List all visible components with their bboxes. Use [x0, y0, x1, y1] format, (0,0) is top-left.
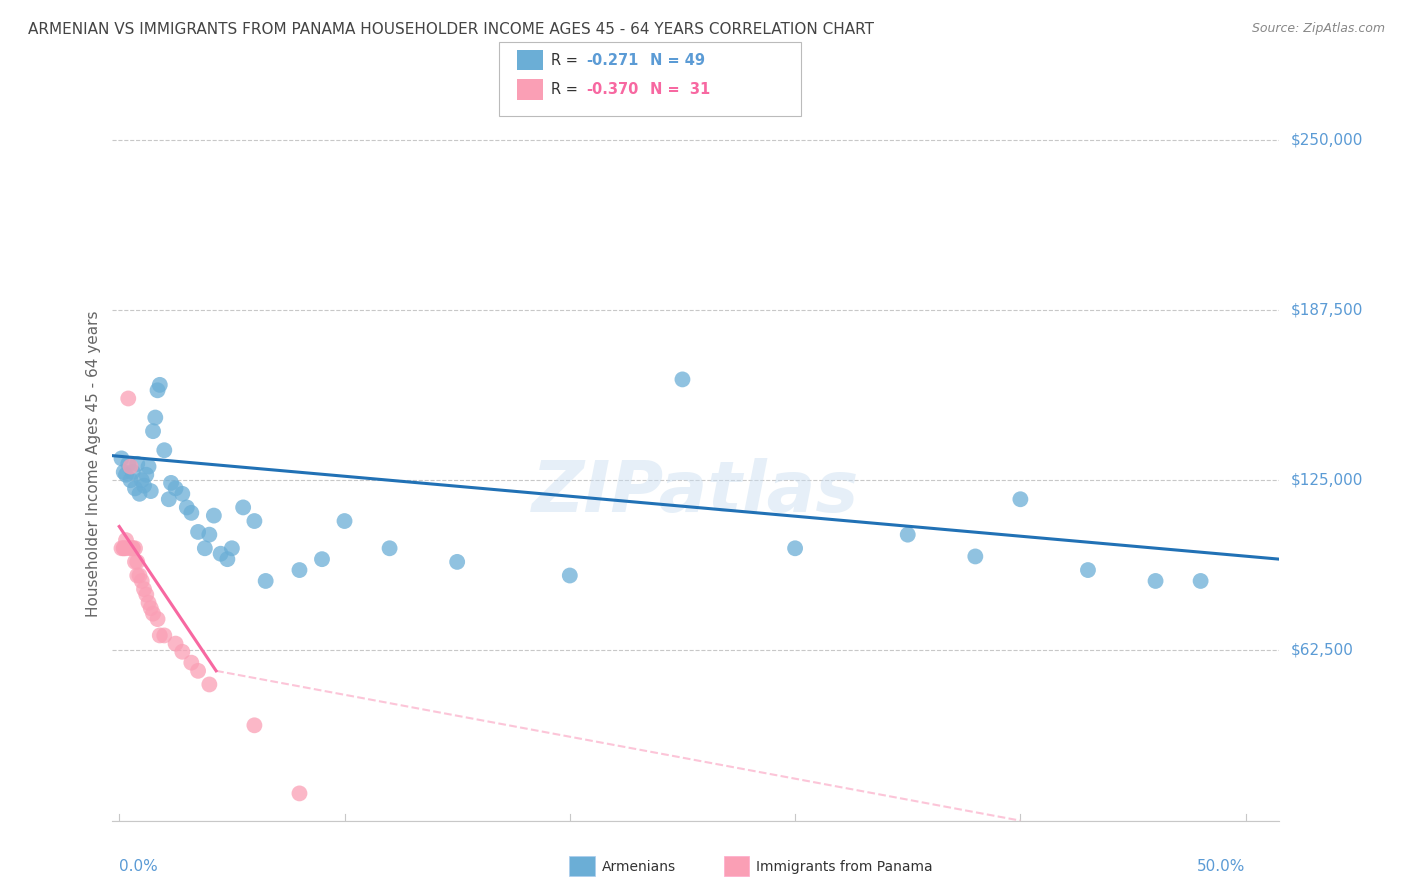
Point — [671, 372, 693, 386]
Text: R =: R = — [551, 82, 582, 97]
Point — [128, 487, 150, 501]
Point — [153, 443, 176, 458]
Point — [142, 607, 165, 621]
Point — [149, 377, 172, 392]
Text: ARMENIAN VS IMMIGRANTS FROM PANAMA HOUSEHOLDER INCOME AGES 45 - 64 YEARS CORRELA: ARMENIAN VS IMMIGRANTS FROM PANAMA HOUSE… — [28, 22, 875, 37]
Point — [124, 541, 146, 556]
Text: -0.370: -0.370 — [586, 82, 638, 97]
Point — [117, 457, 139, 471]
Point — [1144, 574, 1167, 588]
Point — [187, 664, 209, 678]
Text: -0.271: -0.271 — [586, 53, 638, 68]
Point — [217, 552, 239, 566]
Point — [131, 473, 153, 487]
Y-axis label: Householder Income Ages 45 - 64 years: Householder Income Ages 45 - 64 years — [86, 310, 101, 617]
Point — [110, 541, 132, 556]
Point — [115, 541, 138, 556]
Point — [115, 533, 138, 547]
Point — [288, 786, 311, 800]
Point — [172, 487, 194, 501]
Point — [149, 628, 172, 642]
Point — [142, 424, 165, 438]
Point — [124, 481, 146, 495]
Point — [221, 541, 243, 556]
Point — [378, 541, 401, 556]
Text: $250,000: $250,000 — [1291, 132, 1362, 147]
Point — [558, 568, 581, 582]
Point — [124, 555, 146, 569]
Point — [128, 568, 150, 582]
Point — [132, 478, 155, 492]
Point — [232, 500, 254, 515]
Text: $62,500: $62,500 — [1291, 643, 1354, 658]
Text: ZIPatlas: ZIPatlas — [533, 458, 859, 527]
Point — [146, 384, 169, 398]
Point — [120, 541, 142, 556]
Point — [1010, 492, 1032, 507]
Point — [153, 628, 176, 642]
Text: 0.0%: 0.0% — [120, 859, 157, 874]
Text: $187,500: $187,500 — [1291, 302, 1362, 318]
Point — [143, 410, 166, 425]
Point — [115, 467, 138, 482]
Text: R =: R = — [551, 53, 582, 68]
Point — [132, 582, 155, 596]
Point — [127, 555, 149, 569]
Point — [121, 541, 143, 556]
Point — [146, 612, 169, 626]
Point — [121, 465, 143, 479]
Point — [180, 656, 202, 670]
Point — [288, 563, 311, 577]
Point — [194, 541, 217, 556]
Point — [333, 514, 356, 528]
Point — [785, 541, 807, 556]
Point — [965, 549, 987, 564]
Point — [1189, 574, 1212, 588]
Point — [1077, 563, 1099, 577]
Point — [110, 451, 132, 466]
Point — [121, 541, 143, 556]
Text: N = 49: N = 49 — [650, 53, 704, 68]
Point — [172, 645, 194, 659]
Point — [131, 574, 153, 588]
Text: Source: ZipAtlas.com: Source: ZipAtlas.com — [1251, 22, 1385, 36]
Point — [165, 637, 187, 651]
Point — [243, 718, 266, 732]
Point — [176, 500, 198, 515]
Point — [112, 541, 135, 556]
Point — [209, 547, 232, 561]
Point — [135, 588, 157, 602]
Point — [139, 484, 162, 499]
Point — [112, 465, 135, 479]
Text: $125,000: $125,000 — [1291, 473, 1362, 488]
Text: N =  31: N = 31 — [650, 82, 710, 97]
Point — [138, 596, 160, 610]
Point — [202, 508, 225, 523]
Point — [254, 574, 277, 588]
Point — [127, 457, 149, 471]
Point — [157, 492, 180, 507]
Point — [120, 459, 142, 474]
Point — [198, 677, 221, 691]
Point — [311, 552, 333, 566]
Text: Armenians: Armenians — [602, 860, 676, 874]
Point — [187, 524, 209, 539]
Point — [446, 555, 468, 569]
Point — [112, 541, 135, 556]
Point — [180, 506, 202, 520]
Text: Immigrants from Panama: Immigrants from Panama — [756, 860, 934, 874]
Point — [160, 475, 183, 490]
Point — [897, 527, 920, 541]
Point — [117, 392, 139, 406]
Point — [198, 527, 221, 541]
Point — [120, 473, 142, 487]
Text: 50.0%: 50.0% — [1198, 859, 1246, 874]
Point — [139, 601, 162, 615]
Point — [127, 568, 149, 582]
Point — [138, 459, 160, 474]
Point — [165, 481, 187, 495]
Point — [135, 467, 157, 482]
Point — [243, 514, 266, 528]
